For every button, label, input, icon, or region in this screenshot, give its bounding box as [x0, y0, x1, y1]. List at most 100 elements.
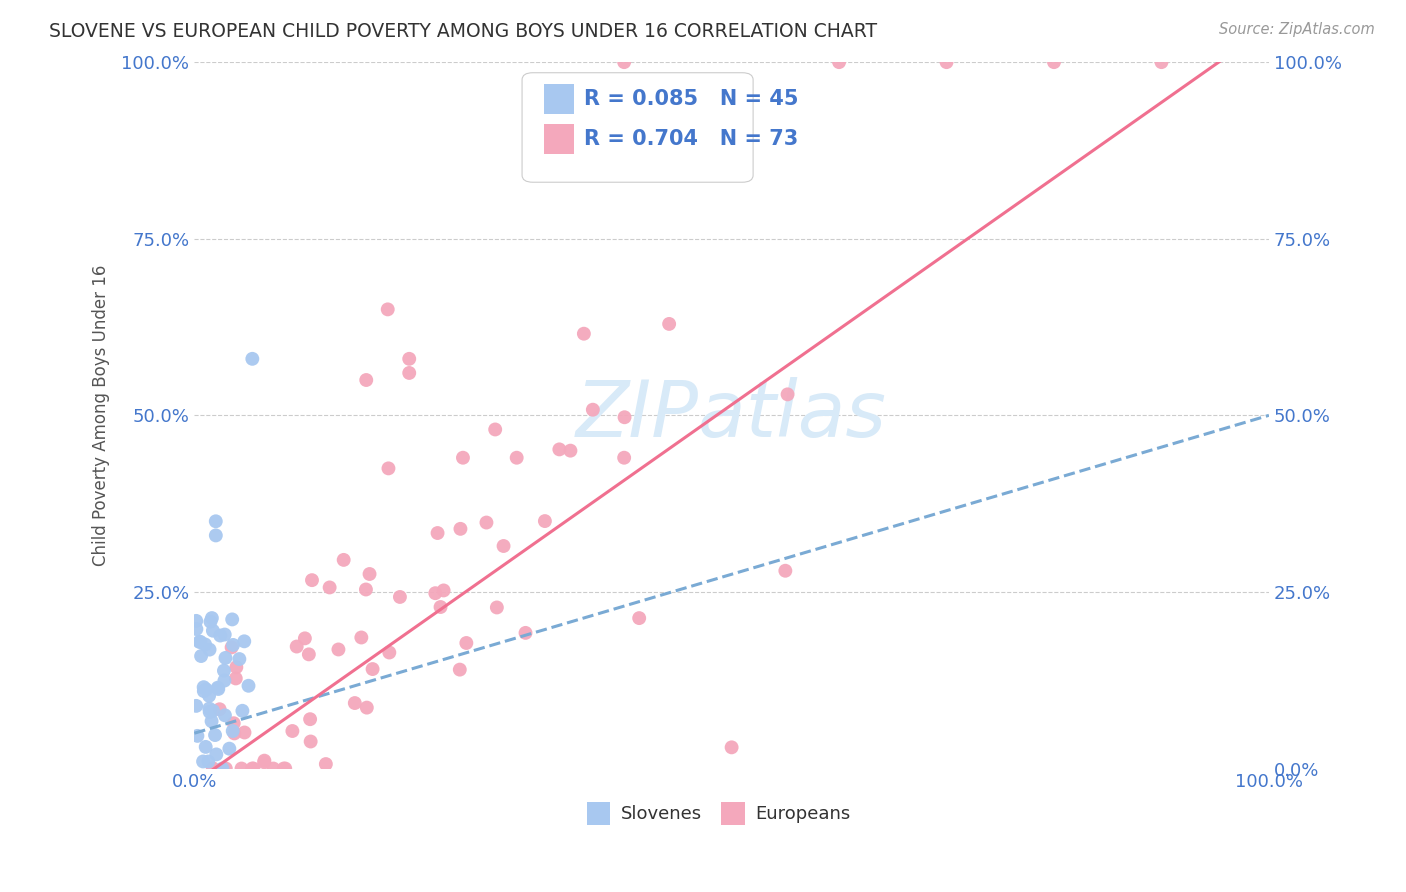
Point — [233, 634, 256, 648]
Point — [505, 450, 527, 465]
Point — [193, 680, 215, 694]
Point — [776, 387, 799, 401]
Point — [451, 450, 474, 465]
Bar — [544, 124, 574, 154]
Point — [200, 714, 222, 729]
Point — [222, 724, 245, 739]
Point — [298, 648, 321, 662]
Point — [425, 586, 447, 600]
Point — [190, 648, 212, 663]
Point — [356, 700, 378, 714]
Point — [377, 461, 399, 475]
Y-axis label: Child Poverty Among Boys Under 16: Child Poverty Among Boys Under 16 — [93, 265, 110, 566]
Point — [398, 366, 420, 380]
Point — [215, 762, 238, 776]
Point — [262, 762, 284, 776]
Point — [720, 740, 742, 755]
Point — [560, 443, 582, 458]
Point — [233, 725, 256, 739]
Point — [194, 739, 217, 754]
Point — [299, 712, 322, 726]
Point — [240, 351, 263, 366]
Text: R = 0.085   N = 45: R = 0.085 N = 45 — [585, 89, 799, 109]
Point — [214, 673, 236, 688]
Point — [377, 302, 399, 317]
Point — [318, 581, 340, 595]
Point — [534, 514, 557, 528]
Point — [328, 642, 350, 657]
Point — [281, 724, 304, 739]
Point — [186, 698, 208, 713]
Point — [449, 663, 471, 677]
Point — [253, 754, 276, 768]
Point — [485, 600, 508, 615]
Text: Slovenes: Slovenes — [621, 805, 702, 822]
Point — [207, 681, 229, 695]
Point — [214, 708, 236, 723]
Point — [548, 442, 571, 457]
Point — [188, 635, 211, 649]
Point — [398, 351, 420, 366]
Point — [231, 762, 253, 776]
Point — [204, 728, 226, 742]
Text: R = 0.704   N = 73: R = 0.704 N = 73 — [585, 129, 799, 149]
Point — [613, 450, 636, 465]
Point — [429, 600, 451, 615]
Point — [198, 689, 221, 703]
Point — [238, 679, 260, 693]
Point — [205, 528, 228, 542]
Point — [294, 632, 316, 646]
Bar — [586, 803, 610, 825]
Point — [515, 626, 537, 640]
Point — [198, 642, 221, 657]
Point — [214, 627, 236, 641]
Point — [209, 628, 232, 642]
Point — [285, 640, 308, 654]
Point — [231, 704, 253, 718]
Point — [186, 614, 208, 628]
Point — [433, 583, 456, 598]
Point — [273, 762, 295, 776]
Point — [207, 681, 229, 696]
Point — [201, 624, 224, 638]
Point — [1150, 55, 1173, 70]
Text: Europeans: Europeans — [755, 805, 851, 822]
Point — [354, 582, 377, 597]
Point — [240, 762, 263, 776]
Point — [195, 682, 218, 697]
Point — [572, 326, 595, 341]
Point — [613, 55, 636, 70]
Point — [186, 729, 208, 743]
Point — [204, 514, 226, 528]
Point — [426, 526, 449, 541]
Point — [775, 564, 797, 578]
Point — [228, 652, 250, 666]
Point — [194, 637, 217, 651]
Point — [456, 636, 478, 650]
Point — [198, 705, 221, 719]
Point — [201, 762, 224, 776]
Point — [378, 646, 401, 660]
Point — [208, 702, 231, 716]
Point — [197, 755, 219, 769]
Point — [193, 684, 215, 698]
Bar — [544, 84, 574, 113]
Point — [202, 704, 225, 718]
Point — [613, 410, 636, 425]
Point — [935, 55, 957, 70]
Point — [205, 747, 228, 762]
Point — [222, 716, 245, 731]
Point — [449, 522, 471, 536]
Point — [191, 755, 214, 769]
Point — [221, 640, 243, 655]
Point — [188, 635, 211, 649]
Point — [198, 701, 221, 715]
Point — [200, 615, 222, 629]
Text: SLOVENE VS EUROPEAN CHILD POVERTY AMONG BOYS UNDER 16 CORRELATION CHART: SLOVENE VS EUROPEAN CHILD POVERTY AMONG … — [49, 22, 877, 41]
Point — [828, 55, 851, 70]
Point — [211, 762, 233, 776]
Point — [361, 662, 384, 676]
Point — [224, 726, 246, 740]
Point — [492, 539, 515, 553]
FancyBboxPatch shape — [522, 73, 754, 182]
